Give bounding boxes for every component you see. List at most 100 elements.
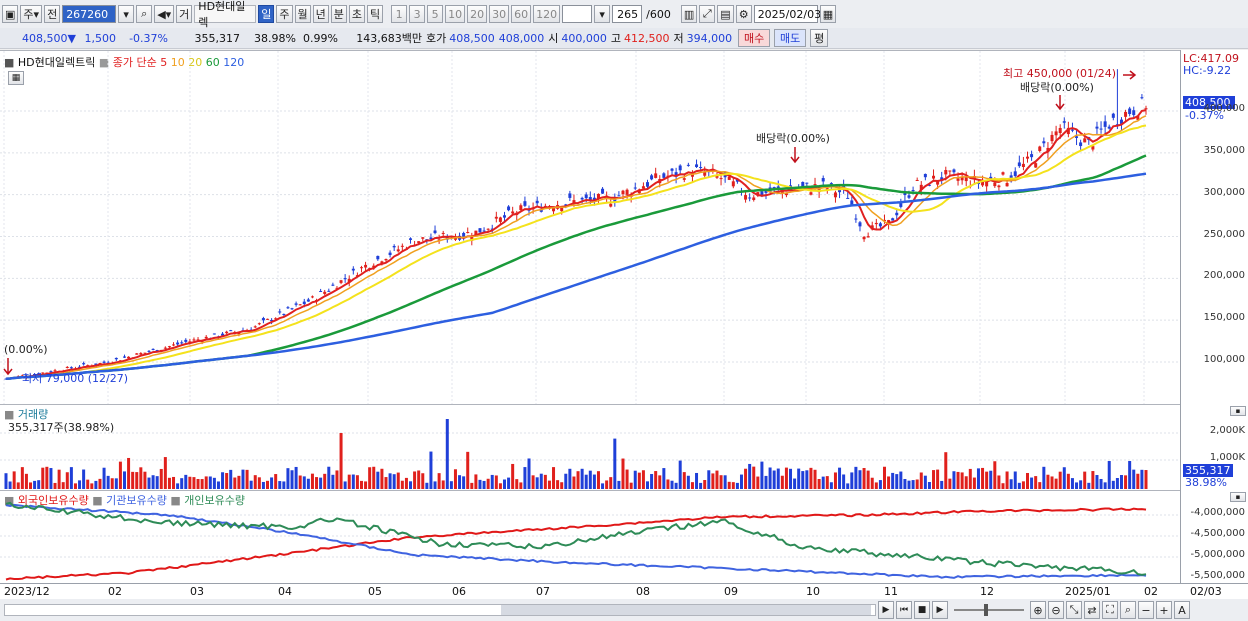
change-value: 1,500 — [84, 31, 117, 45]
fullscreen-icon[interactable]: ⛶ — [1102, 601, 1118, 619]
volume-bar — [507, 477, 511, 489]
search-icon[interactable]: ⌕ — [1120, 601, 1136, 619]
text-size-icon[interactable]: A — [1174, 601, 1190, 619]
calendar-icon[interactable]: ▦ — [819, 5, 837, 23]
minus-icon[interactable]: − — [1138, 601, 1154, 619]
window-icon[interactable]: ▣ — [2, 5, 19, 23]
candle-body — [748, 197, 752, 199]
candle-body — [609, 203, 613, 207]
speaker-icon[interactable]: ◀▾ — [154, 5, 175, 23]
volume-bar — [441, 480, 445, 489]
volume-bar — [944, 452, 948, 489]
volume-panel-menu-icon[interactable]: ▪ — [1230, 406, 1246, 416]
volume-bar — [813, 469, 817, 489]
volume-bar — [241, 469, 245, 489]
draw-tool-icon[interactable]: ⤢ — [699, 5, 716, 23]
save-icon[interactable]: ▤ — [717, 5, 734, 23]
interval-dropdown-icon[interactable]: ▾ — [594, 5, 611, 23]
low-label: 저 — [673, 32, 684, 45]
period-button[interactable]: 주 — [276, 5, 293, 23]
interval-button[interactable]: 120 — [533, 5, 561, 23]
volume-bar — [86, 479, 90, 489]
candle-body — [989, 176, 993, 180]
prev-button[interactable]: 전 — [44, 5, 61, 23]
zoom-in-icon[interactable]: ⊕ — [1030, 601, 1046, 619]
speed-slider-handle[interactable] — [984, 604, 988, 616]
zoom-out-icon[interactable]: ⊖ — [1048, 601, 1064, 619]
scroll-right-icon[interactable]: ▶ — [878, 601, 894, 619]
volume-title: 거래량 — [17, 408, 49, 421]
horizontal-scrollbar[interactable] — [4, 604, 876, 616]
rewind-icon[interactable]: ⏮ — [896, 601, 912, 619]
grid-icon[interactable]: ▦ — [8, 71, 24, 85]
stop-icon[interactable]: ■ — [914, 601, 930, 619]
volume-bar — [560, 482, 564, 489]
interval-button[interactable]: 1 — [391, 5, 408, 23]
candle-body — [69, 367, 73, 369]
period-button[interactable]: 분 — [330, 5, 347, 23]
candle-body — [1066, 127, 1070, 135]
interval-button[interactable]: 5 — [427, 5, 444, 23]
candle-body — [507, 206, 511, 211]
interval-input[interactable] — [562, 5, 593, 23]
count-input[interactable]: 265 — [612, 5, 643, 23]
buy-button[interactable]: 매수 — [738, 29, 771, 47]
holding-panel-menu-icon[interactable]: ▪ — [1230, 492, 1246, 502]
volume-bar — [764, 475, 768, 489]
volume-bar — [8, 481, 12, 489]
volume-bar — [498, 483, 502, 489]
period-button[interactable]: 틱 — [367, 5, 384, 23]
volume-bar — [462, 476, 466, 489]
candle-body — [552, 208, 556, 212]
candle-body — [221, 333, 225, 336]
play-icon[interactable]: ▶ — [932, 601, 948, 619]
candle-body — [964, 176, 968, 182]
candle-icon[interactable]: ▥ — [680, 5, 698, 23]
candle-body — [731, 181, 735, 187]
interval-button[interactable]: 10 — [445, 5, 466, 23]
interval-button[interactable]: 20 — [467, 5, 488, 23]
sell-button[interactable]: 매도 — [774, 29, 807, 47]
x-axis-label: 04 — [278, 585, 292, 598]
period-type-select[interactable]: 주 ▾ — [20, 5, 43, 23]
volume-bar — [511, 463, 515, 489]
volume-bar — [221, 472, 225, 489]
interval-button[interactable]: 30 — [489, 5, 510, 23]
volume-bar — [445, 419, 449, 489]
candle-body — [846, 197, 850, 199]
candle-body — [682, 178, 686, 180]
period-button[interactable]: 초 — [348, 5, 366, 23]
volume-bar — [699, 482, 703, 489]
candle-body — [1054, 131, 1058, 136]
candle-body — [1079, 142, 1083, 147]
trade-button[interactable]: 거 — [176, 5, 193, 23]
candle-body — [78, 366, 82, 368]
evaluate-button[interactable]: 평 — [810, 29, 829, 47]
date-input[interactable]: 2025/02/03 — [753, 5, 821, 23]
period-button[interactable]: 일 — [258, 5, 275, 23]
volume-bar — [878, 480, 882, 489]
candle-body — [351, 268, 355, 271]
candle-body — [944, 170, 948, 175]
period-button[interactable]: 월 — [294, 5, 311, 23]
fit-icon[interactable]: ⤡ — [1066, 601, 1082, 619]
interval-button[interactable]: 3 — [409, 5, 426, 23]
volume-bar — [1009, 479, 1013, 489]
interval-button[interactable]: 60 — [511, 5, 532, 23]
period-button[interactable]: 년 — [312, 5, 329, 23]
candle-body — [862, 236, 866, 240]
stock-code-input[interactable]: 267260 — [62, 5, 117, 23]
plus-icon[interactable]: + — [1156, 601, 1172, 619]
volume-bar — [580, 468, 584, 489]
volume-bar — [245, 469, 249, 489]
code-dropdown-icon[interactable]: ▾ — [118, 5, 135, 23]
volume-bar — [552, 467, 556, 489]
dividend-annotation-2: 배당락(0.00%) — [756, 132, 830, 145]
gear-icon[interactable]: ⚙ — [735, 5, 752, 23]
candle-body — [543, 205, 547, 207]
speed-slider[interactable] — [954, 604, 1024, 616]
compare-icon[interactable]: ⇄ — [1084, 601, 1100, 619]
scrollbar-thumb[interactable] — [501, 605, 871, 615]
search-icon[interactable]: ⌕ — [136, 5, 153, 23]
x-axis-label: 12 — [980, 585, 994, 598]
